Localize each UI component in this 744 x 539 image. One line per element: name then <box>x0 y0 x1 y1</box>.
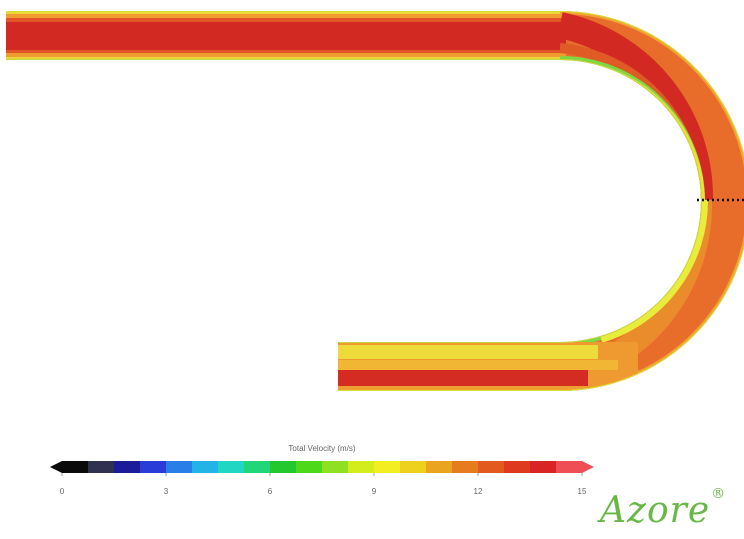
colorbar-segment <box>426 461 453 473</box>
colorbar-segment <box>62 461 89 473</box>
colorbar-tick-0: 0 <box>59 487 65 496</box>
colorbar-segment <box>166 461 193 473</box>
registered-mark: ® <box>711 486 727 502</box>
colorbar-right-arrow <box>582 461 594 473</box>
colorbar-tick-9: 9 <box>371 487 377 496</box>
colorbar-tick-12: 12 <box>473 487 483 496</box>
azore-logo: Azore® <box>600 486 726 531</box>
colorbar-segment <box>192 461 219 473</box>
colorbar-left-arrow <box>50 461 62 473</box>
colorbar-segment <box>270 461 297 473</box>
colorbar-segment <box>374 461 401 473</box>
colorbar-tick-15: 15 <box>577 487 587 496</box>
colorbar-segment <box>140 461 167 473</box>
colorbar-segment <box>400 461 427 473</box>
colorbar-segment <box>504 461 531 473</box>
colorbar-segment <box>114 461 141 473</box>
colorbar-segment <box>322 461 349 473</box>
colorbar-segment <box>348 461 375 473</box>
colorbar-segment <box>530 461 557 473</box>
logo-text: Azore <box>600 490 711 531</box>
pipe-velocity-contours <box>6 11 744 391</box>
colorbar-segment <box>478 461 505 473</box>
colorbar-segment <box>244 461 271 473</box>
colorbar-segment <box>88 461 115 473</box>
colorbar-segment <box>556 461 583 473</box>
colorbar-tick-3: 3 <box>163 487 169 496</box>
colorbar-segment <box>452 461 479 473</box>
colorbar-tick-6: 6 <box>267 487 273 496</box>
colorbar-title: Total Velocity (m/s) <box>288 444 356 453</box>
colorbar <box>50 461 594 476</box>
colorbar-segment <box>218 461 245 473</box>
colorbar-segment <box>296 461 323 473</box>
